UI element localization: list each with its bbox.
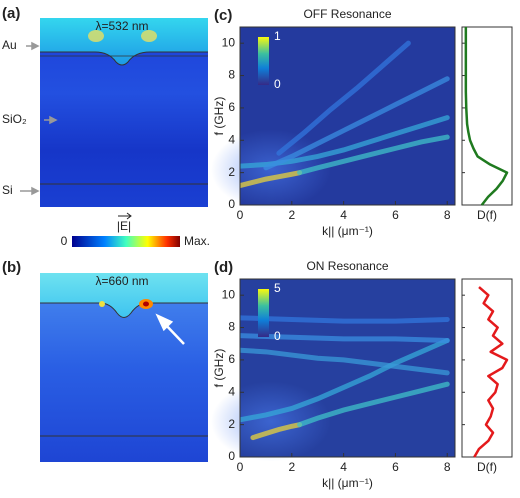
colorbar [258,289,269,337]
y-axis-label: f (GHz) [212,97,226,136]
branch [297,381,450,428]
frame [239,26,456,206]
panel-label: (b) [2,259,21,276]
branch [240,170,303,189]
density-frame [461,26,513,206]
branch [276,40,411,156]
x-tick-label: 4 [340,208,347,222]
x-tick-label: 8 [444,460,451,474]
y-tick-label: 0 [228,449,235,463]
x-tick-label: 6 [392,460,399,474]
hotspot [99,301,105,307]
interface [40,51,208,66]
colorbar-tick: 0 [274,329,281,343]
colorbar-tick: 0 [61,234,68,248]
hotspot [143,301,149,307]
vector-arrow [118,212,132,220]
x-tick-label: 2 [288,208,295,222]
y-tick-label: 2 [228,417,235,431]
panel-label: (d) [214,259,233,276]
x-tick-label: 6 [392,208,399,222]
chart-title: ON Resonance [306,259,388,273]
arrows [20,41,58,196]
y-tick-label: 2 [228,165,235,179]
x-tick-label: 0 [237,460,244,474]
colorbar [72,236,180,247]
branch [240,315,450,324]
y-tick-label: 8 [228,320,235,334]
x-tick-label: 4 [340,460,347,474]
layer-label: Si [2,183,13,197]
x-tick-label: 0 [237,208,244,222]
caption: λ=660 nm [95,274,148,288]
au-layer [40,18,208,65]
density-line [473,286,509,458]
frame [239,278,456,458]
hotspot [88,30,104,42]
colorbar-tick: 5 [274,281,281,295]
y-tick-label: 10 [222,35,236,49]
y-tick-label: 8 [228,68,235,82]
colorbar [258,37,269,85]
density-line [464,27,509,206]
white-arrow [155,313,185,345]
colorbar-label: |E| [117,219,131,233]
y-tick-label: 6 [228,352,235,366]
branches [240,40,450,189]
y-tick-label: 10 [222,287,236,301]
y-tick-label: 6 [228,100,235,114]
y-tick-label: 4 [228,132,235,146]
panel-label: (c) [214,7,232,24]
branch [240,347,450,376]
colorbar-tick: 1 [274,29,281,43]
au-layer [40,273,208,318]
branch [250,422,303,441]
x-tick-label: 8 [444,208,451,222]
density-label: D(f) [477,208,497,222]
colorbar-tick: Max. [184,234,210,248]
caption: λ=532 nm [95,19,148,33]
branch [240,333,450,343]
hotspot [141,30,157,42]
glow [211,381,332,462]
layer-label: Au [2,38,17,52]
chart-title: OFF Resonance [303,7,391,21]
branches [240,315,450,441]
branch [240,337,450,423]
y-tick-label: 4 [228,384,235,398]
branch [263,76,450,171]
branch [297,134,450,176]
x-tick-label: 2 [288,460,295,474]
x-axis-label: k|| (μm⁻¹) [322,476,373,490]
density-label: D(f) [477,460,497,474]
panel-label: (a) [2,5,20,22]
colorbar-tick: 0 [274,77,281,91]
y-axis-label: f (GHz) [212,349,226,388]
layer-label: SiO₂ [2,112,27,126]
y-tick-label: 0 [228,197,235,211]
x-axis-label: k|| (μm⁻¹) [322,224,373,238]
